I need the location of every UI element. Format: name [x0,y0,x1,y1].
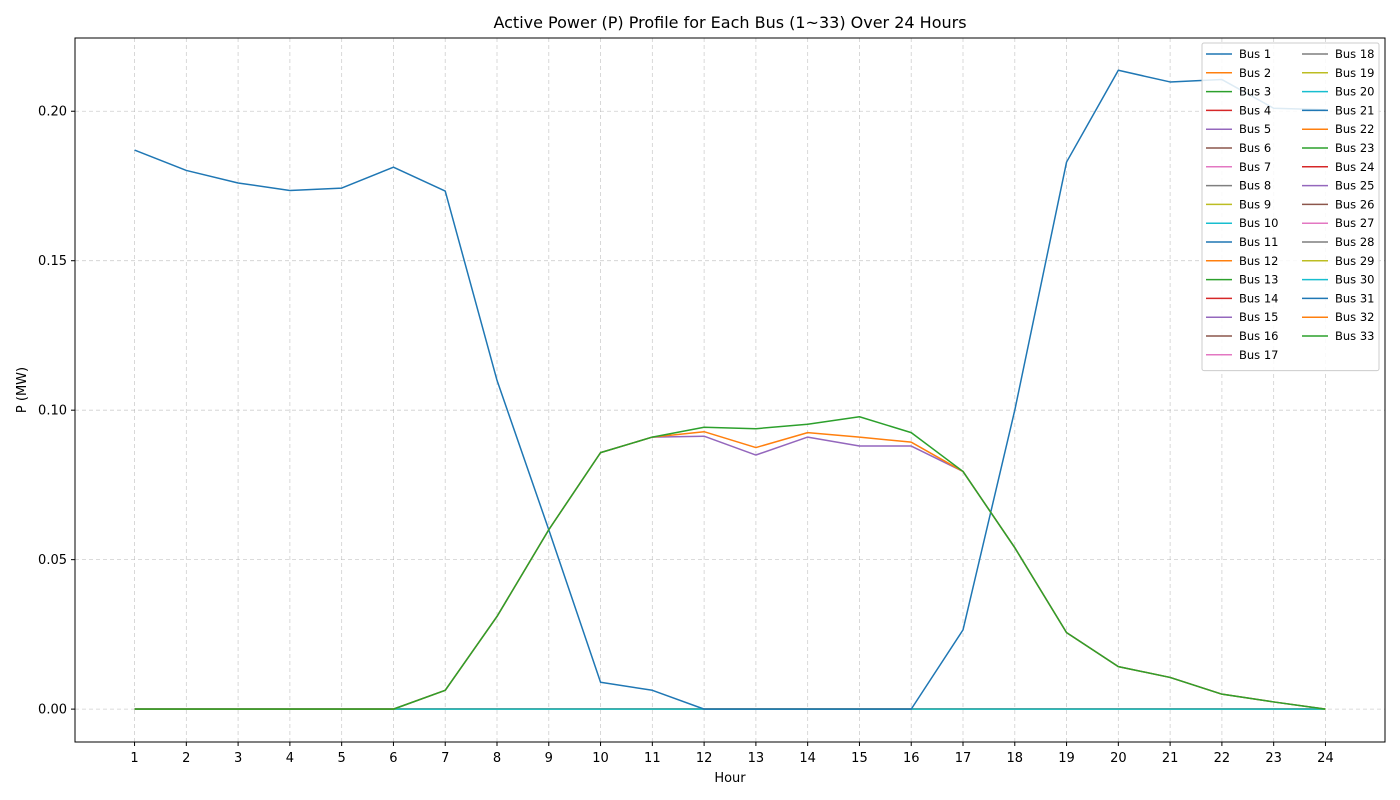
x-axis-label: Hour [714,771,746,786]
legend-entry: Bus 21 [1335,103,1374,117]
x-tick-label: 24 [1317,751,1334,766]
legend-entry: Bus 22 [1335,122,1374,136]
y-tick-label: 0.15 [38,254,67,269]
legend-entry: Bus 6 [1239,141,1271,155]
legend-box [1201,42,1380,372]
x-tick-label: 6 [389,751,397,766]
legend-entry: Bus 18 [1335,47,1374,61]
x-tick-label: 5 [338,751,346,766]
legend-entry: Bus 31 [1335,291,1374,305]
x-tick-label: 16 [903,751,920,766]
grid [75,38,1385,742]
x-tick-label: 23 [1265,751,1282,766]
x-tick-label: 20 [1110,751,1127,766]
legend-entry: Bus 23 [1335,141,1374,155]
legend-entry: Bus 3 [1239,85,1271,99]
series-lines [134,69,1326,710]
chart-title: Active Power (P) Profile for Each Bus (1… [493,13,966,32]
y-tick-label: 0.10 [38,404,67,419]
x-tick-label: 14 [799,751,816,766]
x-tick-label: 9 [545,751,553,766]
legend-entry: Bus 16 [1239,329,1278,343]
x-tick-label: 8 [493,751,501,766]
x-tick-label: 21 [1162,751,1179,766]
x-tick-label: 12 [696,751,713,766]
legend-entry: Bus 30 [1335,273,1374,287]
legend-entry: Bus 29 [1335,254,1374,268]
y-tick-label: 0.00 [38,703,67,718]
x-tick-label: 22 [1214,751,1231,766]
x-tick-label: 15 [851,751,868,766]
x-tick-label: 17 [955,751,972,766]
legend-entry: Bus 33 [1335,329,1374,343]
legend-entry: Bus 14 [1239,291,1278,305]
x-tick-label: 19 [1058,751,1075,766]
x-tick-label: 10 [592,751,609,766]
legend-entry: Bus 7 [1239,160,1271,174]
legend-entry: Bus 28 [1335,235,1374,249]
legend-entry: Bus 15 [1239,310,1278,324]
x-tick-label: 4 [286,751,294,766]
series-line-bus-33 [134,416,1326,710]
legend-entry: Bus 9 [1239,197,1271,211]
legend-entry: Bus 32 [1335,310,1374,324]
legend-entry: Bus 4 [1239,103,1271,117]
legend-entry: Bus 12 [1239,254,1278,268]
x-tick-label: 18 [1007,751,1024,766]
legend-entry: Bus 20 [1335,85,1374,99]
y-tick-label: 0.20 [38,105,67,120]
legend-entry: Bus 25 [1335,179,1374,193]
legend-entry: Bus 13 [1239,273,1278,287]
legend-entry: Bus 27 [1335,216,1374,230]
legend: Bus 1 Bus 2 Bus 3 Bus 4 Bus 5 Bus 6 Bus 7 Bus 8… [1201,42,1380,372]
x-tick-label: 3 [234,751,242,766]
legend-entry: Bus 17 [1239,348,1278,362]
legend-entry: Bus 19 [1335,66,1374,80]
plot-area-frame [74,37,1386,743]
legend-entry: Bus 5 [1239,122,1271,136]
x-axis-ticks: 1 2 3 4 5 6 7 8 9 10 11 12 13 14 15 16 17 18 19 20 21 22 23 24 [130,742,1334,766]
series-line-bus-15 [134,435,1326,710]
legend-entry: Bus 11 [1239,235,1278,249]
x-tick-label: 2 [182,751,190,766]
x-tick-label: 13 [748,751,765,766]
x-tick-label: 7 [441,751,449,766]
y-axis-ticks: 0.00 0.05 0.10 0.15 0.20 [38,105,75,718]
y-axis-label: P (MW) [15,367,30,413]
legend-entry: Bus 2 [1239,66,1271,80]
legend-entry: Bus 8 [1239,179,1271,193]
legend-entry: Bus 10 [1239,216,1278,230]
legend-entry: Bus 24 [1335,160,1374,174]
series-line-bus-32 [134,430,1326,710]
y-tick-label: 0.05 [38,553,67,568]
x-tick-label: 11 [644,751,661,766]
legend-entry: Bus 1 [1239,47,1271,61]
legend-entry: Bus 26 [1335,197,1374,211]
x-tick-label: 1 [130,751,138,766]
series-line-bus-31 [134,69,1326,710]
